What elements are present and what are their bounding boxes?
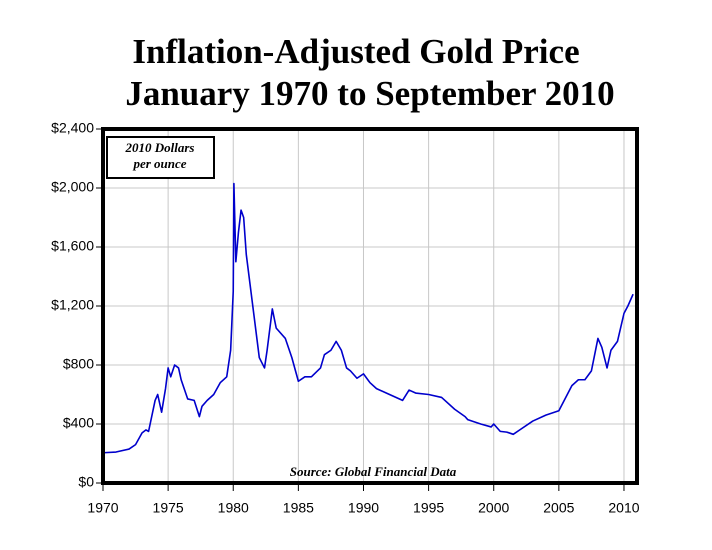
y-tick-label: $2,400: [51, 120, 94, 136]
y-tick-label: $0: [78, 474, 94, 490]
y-tick-label: $1,200: [51, 297, 94, 313]
chart-title: Inflation-Adjusted Gold Price: [132, 32, 579, 71]
x-tick-label: 1975: [153, 500, 184, 516]
x-tick-label: 1980: [218, 500, 249, 516]
annotation: per ounce: [132, 156, 186, 171]
annotation-box: [106, 136, 215, 179]
y-tick-label: $2,000: [51, 179, 94, 195]
x-tick-label: 1970: [87, 500, 118, 516]
x-tick-label: 1985: [283, 500, 314, 516]
annotation: 2010 Dollars: [125, 140, 195, 155]
x-tick-label: 1990: [348, 500, 379, 516]
y-tick-label: $800: [63, 356, 94, 372]
x-tick-label: 2000: [478, 500, 509, 516]
x-tick-label: 1995: [413, 500, 444, 516]
chart-title: January 1970 to September 2010: [125, 74, 614, 113]
x-tick-label: 2010: [608, 500, 639, 516]
y-tick-label: $1,600: [51, 238, 94, 254]
source-note: Source: Global Financial Data: [290, 464, 457, 479]
x-tick-label: 2005: [543, 500, 574, 516]
y-tick-label: $400: [63, 415, 94, 431]
price-line: [102, 182, 634, 454]
